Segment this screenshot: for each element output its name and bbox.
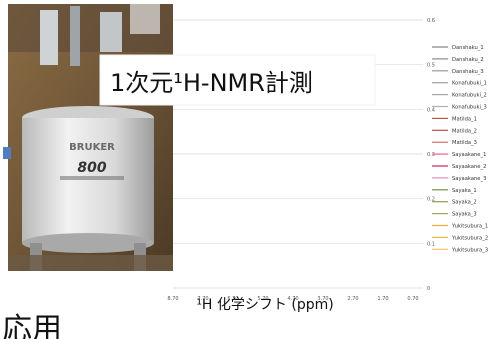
- legend-label: Sayaka_2: [452, 200, 477, 206]
- legend-label: Yukitsubura_3: [451, 247, 488, 253]
- x-tick-label: 4.70: [287, 296, 298, 302]
- y-tick-label: 0.2: [427, 197, 435, 203]
- legend-label: Danshaku_1: [452, 45, 484, 51]
- legend-label: Konafubuki_3: [452, 105, 487, 111]
- chart-legend: Danshaku_1 Danshaku_2 Danshaku_3 Konafubuki…: [432, 45, 488, 253]
- magnet-model-label: 800: [77, 160, 106, 176]
- legend-label: Yukitsubura_2: [451, 235, 488, 241]
- x-tick-label: 8.70: [167, 296, 178, 302]
- nmr-spectrum-chart: 0 0.1 0.2 0.3 0.4 0.5 0.6 8.70 7.70 6.70 5.70 4.70…: [167, 18, 488, 302]
- legend-label: Sayaakane_3: [452, 176, 486, 182]
- x-tick-label: 0.70: [407, 296, 418, 302]
- legend-label: Sayaka_1: [452, 188, 477, 194]
- x-axis-tick-labels: 8.70 7.70 6.70 5.70 4.70 3.70 2.70 1.70 0.70: [167, 296, 418, 302]
- legend-label: Konafubuki_2: [452, 93, 487, 99]
- magnet-brand-label: BRUKER: [69, 142, 115, 153]
- y-axis-tick-labels: 0 0.1 0.2 0.3 0.4 0.5 0.6: [427, 18, 435, 292]
- y-tick-label: 0: [427, 286, 430, 292]
- y-tick-label: 0.4: [427, 107, 435, 113]
- x-tick-label: 5.70: [257, 296, 268, 302]
- y-tick-label: 0.3: [427, 152, 435, 158]
- legend-label: Matilda_1: [452, 116, 477, 122]
- legend-label: Matilda_3: [452, 140, 477, 146]
- legend-label: Danshaku_3: [452, 69, 484, 75]
- x-tick-label: 6.70: [227, 296, 238, 302]
- x-tick-label: 1.70: [377, 296, 388, 302]
- y-tick-label: 0.5: [427, 63, 435, 69]
- legend-label: Sayaka_3: [452, 212, 477, 218]
- legend-label: Yukitsubura_1: [451, 224, 488, 230]
- legend-label: Konafubuki_1: [452, 81, 487, 87]
- slide-bullet-marker: [3, 147, 11, 159]
- x-axis-title: ¹H 化学シフト (ppm): [196, 297, 333, 313]
- partial-heading-text: 応用: [2, 312, 62, 339]
- y-tick-label: 0.6: [427, 18, 435, 24]
- nmr-magnet-photo: BRUKER 800: [8, 4, 173, 271]
- title-text: 1次元¹H-NMR計測: [110, 69, 313, 97]
- legend-label: Danshaku_2: [452, 57, 484, 63]
- legend-label: Matilda_2: [452, 128, 477, 134]
- x-tick-label: 2.70: [347, 296, 358, 302]
- legend-label: Sayaakane_1: [452, 152, 486, 158]
- title-box: 1次元¹H-NMR計測: [99, 54, 376, 106]
- x-tick-label: 3.70: [317, 296, 328, 302]
- x-tick-label: 7.70: [197, 296, 208, 302]
- legend-label: Sayaakane_2: [452, 164, 486, 170]
- y-tick-label: 0.1: [427, 241, 435, 247]
